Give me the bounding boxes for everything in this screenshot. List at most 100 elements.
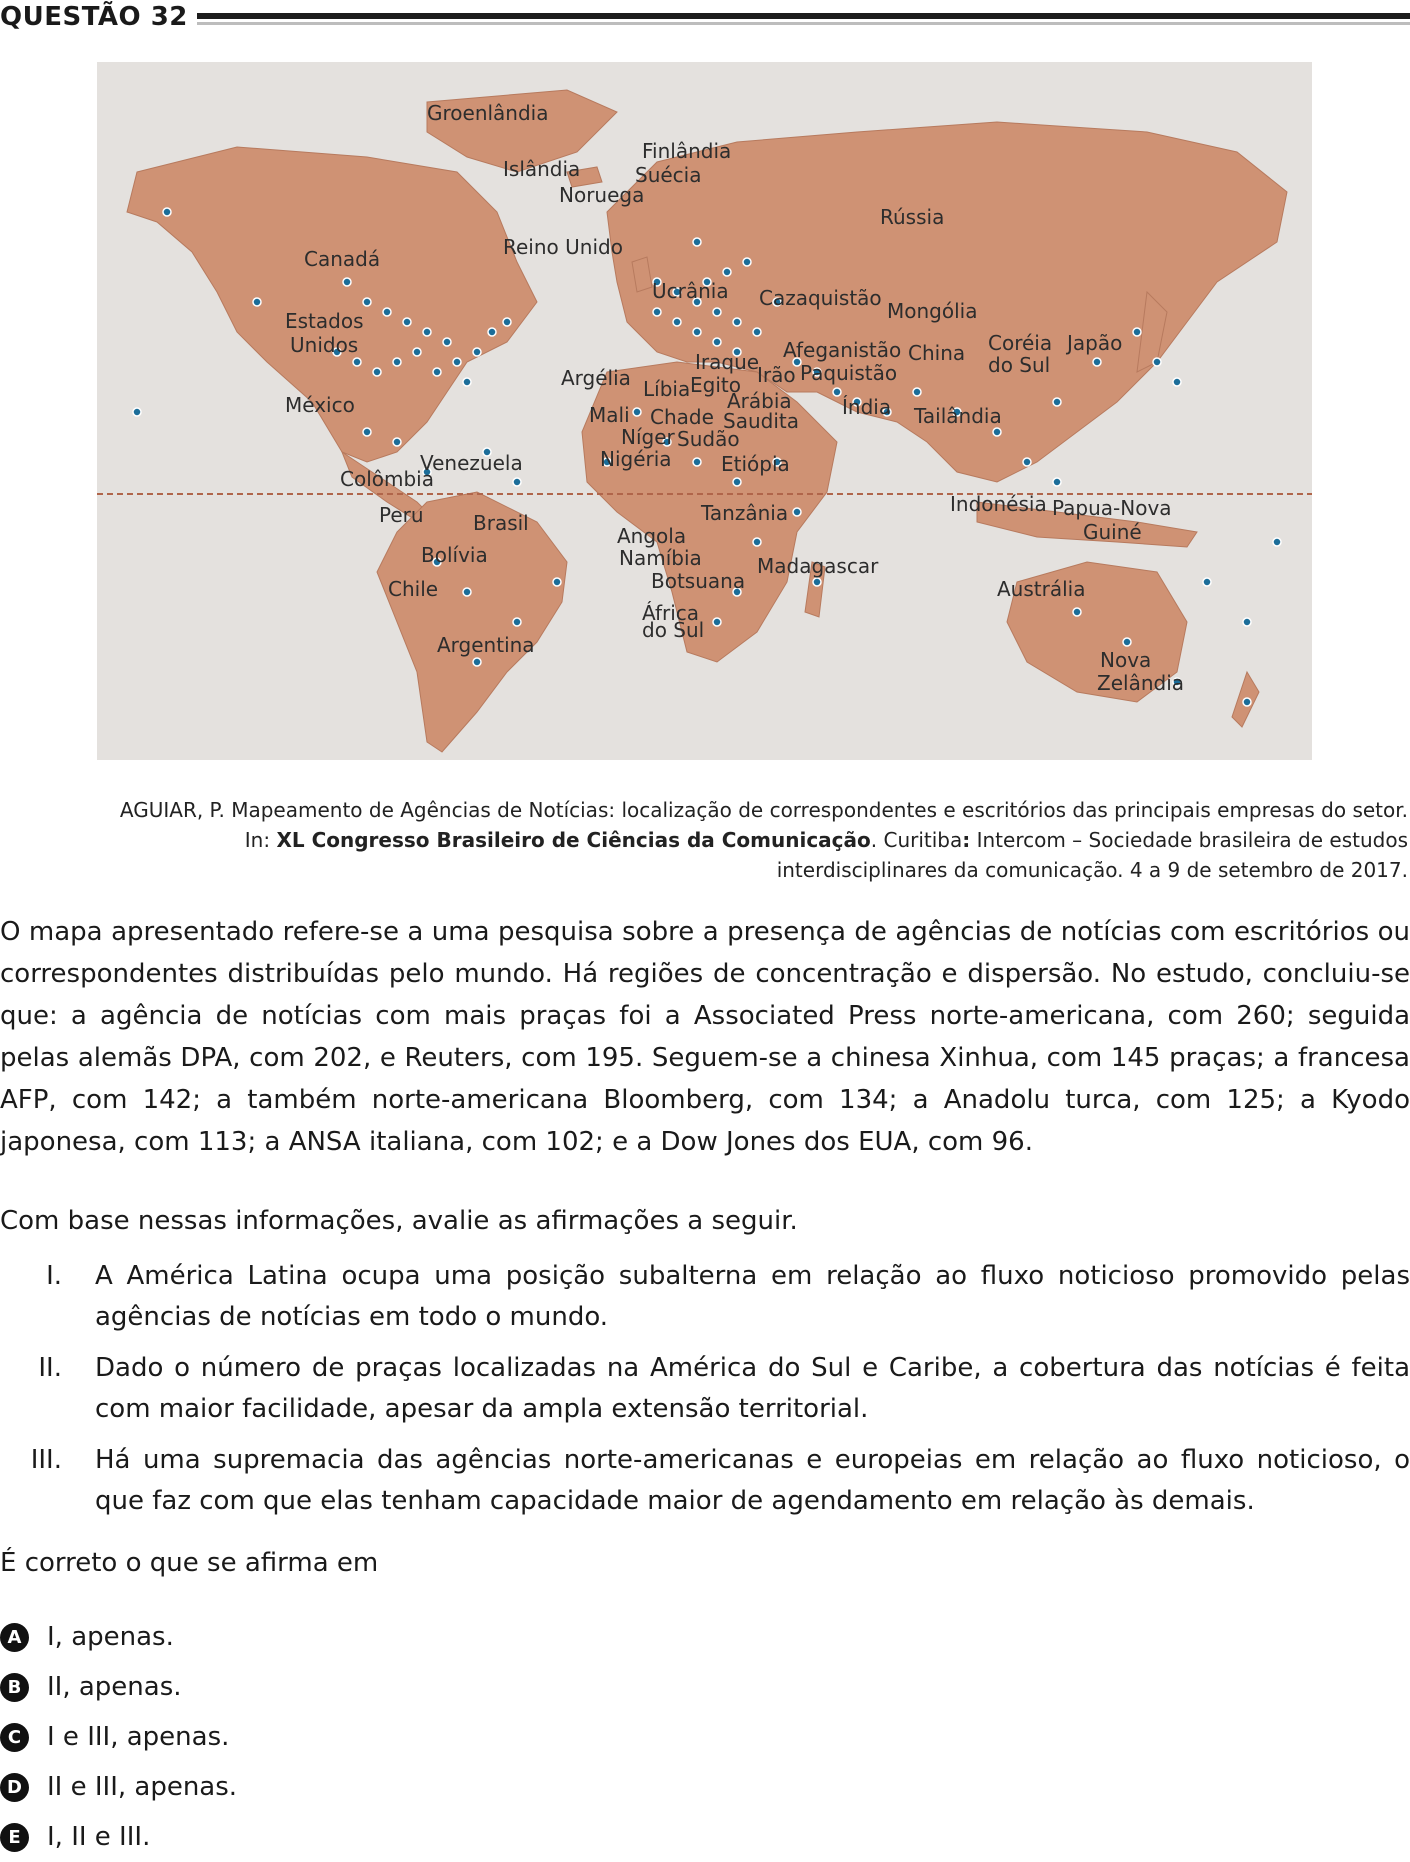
statement-item: I. A América Latina ocupa uma posição su… [0,1256,1410,1338]
map-label-cazaquistao: Cazaquistão [759,286,882,310]
land-north-america [126,146,538,463]
map-label-islandia: Islândia [503,157,580,181]
option-text: II, apenas. [47,1672,182,1702]
world-map-figure: Groenlândia Islândia Finlândia Suécia No… [97,62,1312,760]
map-label-peru: Peru [379,503,424,527]
map-label-russia: Rússia [880,205,944,229]
option-d[interactable]: D II e III, apenas. [0,1762,237,1812]
instruction-paragraph: Com base nessas informações, avalie as a… [0,1206,798,1236]
map-label-niger: Níger [621,425,676,449]
caption-event: XL Congresso Brasileiro de Ciências da C… [276,828,871,852]
caption-line-1: AGUIAR, P. Mapeamento de Agências de Not… [119,798,1408,822]
map-label-sudao: Sudão [677,427,740,451]
map-label-papua: Papua-Nova [1052,496,1172,520]
header-rule-light [197,22,1410,25]
answer-options: A I, apenas. B II, apenas. C I e III, ap… [0,1612,237,1862]
map-label-groenlandia: Groenlândia [427,101,549,125]
caption-line-2: In: XL Congresso Brasileiro de Ciências … [98,825,1408,885]
map-label-saudita: Saudita [723,409,799,433]
land-australia [1006,561,1188,703]
map-label-libia: Líbia [643,377,690,401]
question-prompt: É correto o que se afirma em [0,1548,379,1578]
land-japan [1136,290,1168,373]
land-uk [631,256,653,293]
land-eurasia [606,121,1288,483]
map-label-australia: Austrália [997,577,1085,601]
map-label-venezuela: Venezuela [420,451,523,475]
statement-item: II. Dado o número de praças localizadas … [0,1348,1410,1430]
map-label-namibia: Namíbia [619,546,702,570]
map-label-egito: Egito [690,373,741,397]
map-label-nigeria: Nigéria [600,447,672,471]
context-paragraph: O mapa apresentado refere-se a uma pesqu… [0,917,1410,1157]
option-text: I, apenas. [47,1622,174,1652]
agency-markers [132,207,1282,707]
map-label-argentina: Argentina [437,633,535,657]
statement-text: A América Latina ocupa uma posição subal… [95,1261,1410,1332]
map-label-estados: Estados [285,309,364,333]
land-indonesia [976,501,1198,548]
land-greenland [426,89,618,173]
option-letter-badge: C [0,1722,29,1752]
land-south-america [376,491,568,753]
land-madagascar [804,561,826,618]
statement-number: I. [46,1261,62,1291]
caption-publisher: Intercom – Sociedade brasileira de estud… [776,828,1408,882]
caption-in-prefix: In: [244,828,277,852]
map-label-finlandia: Finlândia [642,139,731,163]
world-map: Groenlândia Islândia Finlândia Suécia No… [97,89,1312,753]
map-label-china: China [908,341,965,365]
option-b[interactable]: B II, apenas. [0,1662,237,1712]
map-label-mongolia: Mongólia [887,299,977,323]
map-label-mali: Mali [589,403,630,427]
map-label-unidos: Unidos [290,333,358,357]
statement-item: III. Há uma supremacia das agências nort… [0,1440,1410,1522]
map-label-colombia: Colômbia [340,467,434,491]
option-text: I, II e III. [47,1822,151,1852]
option-letter-badge: A [0,1622,29,1652]
map-label-suecia: Suécia [635,163,701,187]
map-label-iraque: Iraque [695,350,759,374]
map-label-etiopia: Etiópia [721,452,790,476]
statement-number: II. [38,1353,62,1383]
map-label-ucrania: Ucrânia [652,279,729,303]
map-label-africa: África [642,601,699,625]
map-label-arabia: Arábia [727,389,792,413]
map-label-irao: Irão [757,363,796,387]
map-label-do-sul: do Sul [988,353,1050,377]
caption-colon: : [962,828,971,852]
question-header: QUESTÃO 32 [0,0,1410,36]
map-label-india: Índia [842,395,891,419]
map-label-canada: Canadá [304,247,380,271]
option-letter-badge: E [0,1822,29,1852]
map-label-chile: Chile [388,577,438,601]
header-rule [197,13,1410,19]
statements-list: I. A América Latina ocupa uma posição su… [0,1256,1410,1532]
map-label-nova: Nova [1100,648,1151,672]
caption-city: . Curitiba [870,828,963,852]
map-label-chade: Chade [650,405,714,429]
land-iceland [566,166,603,188]
option-c[interactable]: C I e III, apenas. [0,1712,237,1762]
statement-number: III. [30,1445,62,1475]
option-text: II e III, apenas. [47,1772,238,1802]
option-letter-badge: B [0,1672,29,1702]
question-title: QUESTÃO 32 [0,2,188,32]
option-letter-badge: D [0,1772,29,1802]
statement-text: Há uma supremacia das agências norte-ame… [95,1445,1410,1516]
map-label-coreia: Coréia [988,331,1052,355]
map-label-angola: Angola [617,524,686,548]
option-e[interactable]: E I, II e III. [0,1812,237,1862]
map-label-guine: Guiné [1083,520,1142,544]
map-label-reino-unido: Reino Unido [503,235,623,259]
map-label-afeganistao: Afeganistão [783,338,901,362]
map-label-japao: Japão [1065,331,1122,355]
option-a[interactable]: A I, apenas. [0,1612,237,1662]
map-label-botsuana: Botsuana [651,569,745,593]
figure-caption: AGUIAR, P. Mapeamento de Agências de Not… [98,795,1408,885]
map-label-tanzania: Tanzânia [700,501,788,525]
land-africa [581,361,838,663]
map-label-indonesia: Indonésia [950,492,1047,516]
statement-text: Dado o número de praças localizadas na A… [95,1353,1410,1424]
option-text: I e III, apenas. [47,1722,230,1752]
